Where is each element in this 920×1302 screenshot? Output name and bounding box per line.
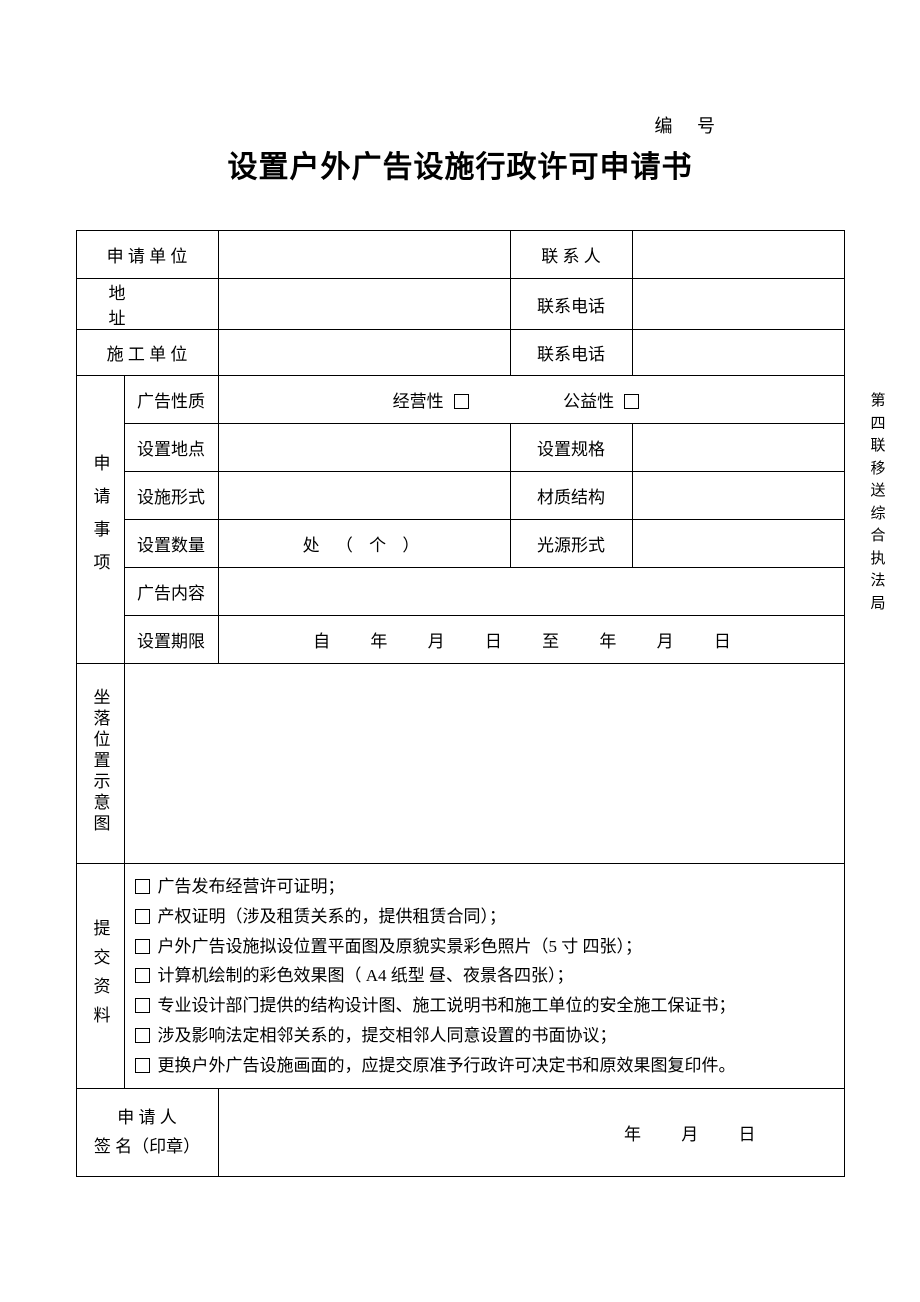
field-light-form[interactable] (632, 520, 844, 568)
side-note: 第四联 移送综合执法局 (870, 390, 886, 615)
label-spec: 设置规格 (510, 424, 632, 472)
field-location-diagram[interactable] (124, 664, 844, 864)
material-item-text: 专业设计部门提供的结构设计图、施工说明书和施工单位的安全施工保证书； (158, 996, 736, 1015)
label-public-welfare: 公益性 (563, 392, 614, 411)
label-address: 地址 (76, 279, 218, 330)
field-period[interactable]: 自 年 月 日 至 年 月 日 (218, 616, 844, 664)
field-construction-unit[interactable] (218, 330, 510, 376)
field-ad-content[interactable] (218, 568, 844, 616)
field-contact-phone[interactable] (632, 279, 844, 330)
form-number-label: 编 号 (655, 112, 726, 138)
checkbox-commercial[interactable] (454, 394, 469, 409)
label-contact-phone2: 联系电话 (510, 330, 632, 376)
label-location: 设置地点 (124, 424, 218, 472)
label-facility-form: 设施形式 (124, 472, 218, 520)
label-ad-content: 广告内容 (124, 568, 218, 616)
material-item-text: 更换户外广告设施画面的，应提交原准予行政许可决定书和原效果图复印件。 (158, 1056, 736, 1075)
application-form: 申 请 单 位 联 系 人 地址 联系电话 施 工 单 位 联系电话 申请事项 … (76, 230, 845, 1177)
label-construction-unit: 施 工 单 位 (76, 330, 218, 376)
checkbox-material[interactable] (135, 1028, 150, 1043)
field-facility-form[interactable] (218, 472, 510, 520)
label-submit-materials: 提交资料 (76, 864, 124, 1089)
checkbox-material[interactable] (135, 939, 150, 954)
label-commercial: 经营性 (393, 392, 444, 411)
checkbox-public-welfare[interactable] (624, 394, 639, 409)
label-light-form: 光源形式 (510, 520, 632, 568)
label-ad-nature: 广告性质 (124, 376, 218, 424)
material-item-text: 广告发布经营许可证明； (158, 877, 345, 896)
material-item-text: 涉及影响法定相邻关系的，提交相邻人同意设置的书面协议； (158, 1026, 617, 1045)
field-signature-date[interactable]: 年 月 日 (218, 1089, 844, 1177)
field-material-structure[interactable] (632, 472, 844, 520)
materials-list: 广告发布经营许可证明； 产权证明（涉及租赁关系的，提供租赁合同）； 户外广告设施拟设… (124, 864, 844, 1089)
label-application-matters: 申请事项 (76, 376, 124, 664)
checkbox-material[interactable] (135, 998, 150, 1013)
field-applicant-unit[interactable] (218, 231, 510, 279)
label-period: 设置期限 (124, 616, 218, 664)
checkbox-material[interactable] (135, 879, 150, 894)
checkbox-material[interactable] (135, 1058, 150, 1073)
label-material-structure: 材质结构 (510, 472, 632, 520)
field-contact-phone2[interactable] (632, 330, 844, 376)
page-title: 设置户外广告设施行政许可申请书 (75, 142, 845, 186)
label-contact-phone: 联系电话 (510, 279, 632, 330)
checkbox-material[interactable] (135, 968, 150, 983)
field-contact-person[interactable] (632, 231, 844, 279)
material-item-text: 产权证明（涉及租赁关系的，提供租赁合同）； (158, 907, 507, 926)
field-ad-nature: 经营性 公益性 (218, 376, 844, 424)
label-location-diagram: 坐落位置示意图 (76, 664, 124, 864)
material-item-text: 计算机绘制的彩色效果图（ A4 纸型 昼、夜景各四张）； (158, 966, 574, 985)
checkbox-material[interactable] (135, 909, 150, 924)
field-address[interactable] (218, 279, 510, 330)
label-contact-person: 联 系 人 (510, 231, 632, 279)
label-quantity: 设置数量 (124, 520, 218, 568)
field-spec[interactable] (632, 424, 844, 472)
field-quantity[interactable]: 处 （ 个 ） (218, 520, 510, 568)
label-applicant-unit: 申 请 单 位 (76, 231, 218, 279)
label-applicant-signature: 申 请 人 签 名（印章） (76, 1089, 218, 1177)
material-item-text: 户外广告设施拟设位置平面图及原貌实景彩色照片（5 寸 四张）； (158, 937, 643, 956)
field-location[interactable] (218, 424, 510, 472)
